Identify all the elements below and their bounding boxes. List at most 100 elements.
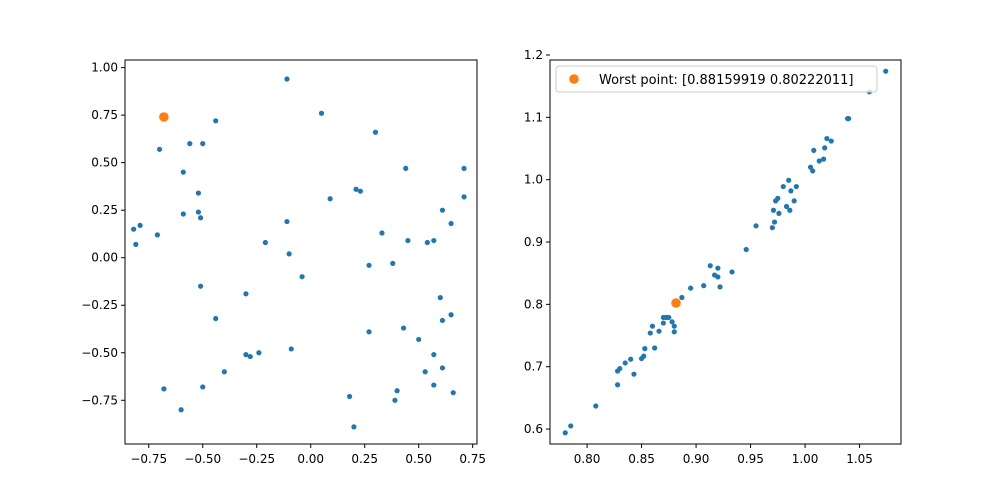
data-point xyxy=(783,203,790,210)
data-point xyxy=(394,388,400,394)
data-point xyxy=(213,315,219,322)
left-y-tick-label: 1.00 xyxy=(91,61,118,75)
data-point xyxy=(628,356,634,362)
data-point xyxy=(641,353,647,359)
data-point xyxy=(786,177,792,183)
right-x-tick-label: 0.85 xyxy=(628,452,655,466)
data-point xyxy=(743,246,749,253)
data-point xyxy=(450,390,456,396)
data-point xyxy=(439,317,446,324)
right-y-tick-label: 1.1 xyxy=(524,110,543,124)
left-x-tick-label: −0.25 xyxy=(238,452,275,466)
left-scatter-chart: −0.75 −0.50 −0.25 0.00 0.25 0.50 0.75 −0.75 −0.5… xyxy=(81,59,486,466)
data-point xyxy=(439,365,446,371)
data-point xyxy=(284,76,290,82)
data-point xyxy=(346,393,353,400)
data-point xyxy=(776,210,782,216)
data-point xyxy=(816,158,822,164)
left-x-tick-label: 0.50 xyxy=(405,452,432,466)
data-point xyxy=(405,237,411,244)
data-point xyxy=(403,165,409,171)
data-point xyxy=(679,294,685,301)
right-y-tick-label: 0.9 xyxy=(524,235,543,249)
left-chart-frame xyxy=(124,59,478,445)
data-point xyxy=(647,330,653,336)
data-point xyxy=(715,274,721,280)
right-chart-frame xyxy=(549,59,902,445)
data-point xyxy=(262,239,268,246)
data-point xyxy=(180,169,186,175)
data-point xyxy=(622,360,628,366)
data-point xyxy=(688,285,694,291)
left-chart-ticks: −0.75 −0.50 −0.25 0.00 0.25 0.50 0.75 −0.75 −0.5… xyxy=(81,61,486,466)
data-point xyxy=(780,183,786,190)
data-point xyxy=(256,350,262,356)
left-y-tick-label: 0.00 xyxy=(91,251,118,265)
data-point xyxy=(811,147,817,153)
data-point xyxy=(154,232,160,238)
data-point xyxy=(614,382,621,388)
data-point xyxy=(660,320,666,326)
data-point xyxy=(437,295,443,301)
data-point xyxy=(568,423,574,429)
data-point xyxy=(431,382,437,388)
data-point xyxy=(351,424,357,430)
right-scatter-chart: 0.80 0.85 0.90 0.95 1.00 1.05 0.6 0.7 0.8 0.9 1.0 1… xyxy=(524,48,902,466)
left-x-tick-label: −0.50 xyxy=(184,452,221,466)
data-point xyxy=(213,118,219,124)
data-point xyxy=(288,346,294,352)
data-point xyxy=(243,352,249,358)
data-point xyxy=(161,386,167,392)
data-point xyxy=(195,209,202,215)
data-point xyxy=(769,225,775,231)
data-point xyxy=(392,397,398,403)
data-point xyxy=(707,263,713,269)
legend-marker xyxy=(569,74,579,84)
right-x-tick-label: 1.00 xyxy=(792,452,819,466)
data-point xyxy=(461,194,467,200)
data-point xyxy=(729,269,735,275)
legend-box xyxy=(555,65,878,93)
data-point xyxy=(652,345,658,351)
data-point xyxy=(318,110,325,116)
data-point xyxy=(195,190,202,196)
data-point xyxy=(439,207,446,213)
data-point xyxy=(791,198,797,204)
left-y-tick-label: 0.75 xyxy=(91,108,118,122)
data-point xyxy=(178,407,184,413)
right-chart-ticks: 0.80 0.85 0.90 0.95 1.00 1.05 0.6 0.7 0.8 0.9 1.0 1… xyxy=(524,48,873,466)
data-point xyxy=(753,223,759,229)
right-x-tick-label: 0.90 xyxy=(683,452,710,466)
right-y-tick-label: 0.7 xyxy=(524,360,543,374)
data-point xyxy=(366,262,372,268)
legend-label: Worst point: [0.88159919 0.80222011] xyxy=(599,73,853,88)
data-point xyxy=(671,329,677,335)
right-y-tick-label: 1.0 xyxy=(524,173,543,187)
data-point xyxy=(200,141,206,147)
data-point xyxy=(197,283,204,289)
data-point xyxy=(299,274,305,280)
left-y-tick-label: 0.50 xyxy=(91,156,118,170)
right-y-tick-label: 0.8 xyxy=(524,297,543,311)
left-x-tick-label: 0.00 xyxy=(297,452,324,466)
data-point xyxy=(416,336,422,343)
data-point xyxy=(593,403,599,409)
left-chart-points xyxy=(131,76,467,430)
data-point xyxy=(821,156,827,162)
data-point xyxy=(701,283,707,289)
data-point xyxy=(448,220,454,227)
right-chart-points xyxy=(562,68,889,436)
left-y-tick-label: −0.75 xyxy=(81,393,118,407)
data-point xyxy=(671,323,677,329)
right-y-tick-label: 1.2 xyxy=(524,48,543,62)
data-point xyxy=(631,371,637,377)
left-y-tick-label: −0.50 xyxy=(81,346,118,360)
legend: Worst point: [0.88159919 0.80222011] xyxy=(555,65,878,93)
data-point xyxy=(828,138,834,144)
data-point xyxy=(137,222,143,228)
data-point xyxy=(156,146,163,152)
data-point xyxy=(787,207,793,213)
data-point xyxy=(353,186,359,192)
data-point xyxy=(793,183,799,190)
